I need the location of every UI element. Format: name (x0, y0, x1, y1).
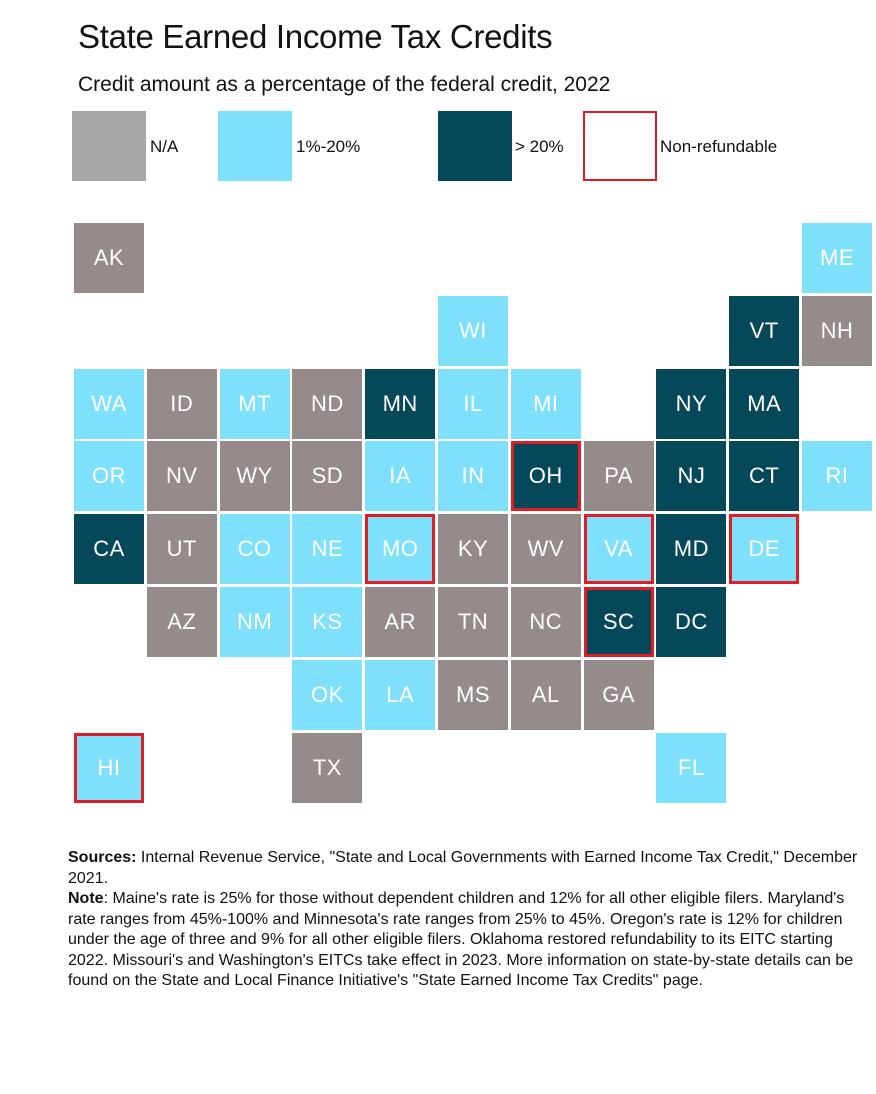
state-tile-ms: MS (438, 659, 508, 730)
state-tile-sc: SC (583, 587, 654, 657)
legend-label-nonrefundable: Non-refundable (660, 137, 778, 156)
state-tile-ri: RI (802, 441, 872, 512)
state-tile-la: LA (365, 659, 436, 730)
state-tile-ne: NE (292, 514, 363, 585)
state-tile-ga: GA (583, 659, 654, 730)
page-title: State Earned Income Tax Credits (78, 18, 553, 55)
legend-label-low: 1%-20% (296, 137, 361, 156)
state-tile-fl: FL (656, 732, 727, 803)
state-tile-ma: MA (729, 368, 800, 439)
state-tile-wa: WA (74, 368, 144, 439)
state-tile-pa: PA (583, 441, 654, 512)
note-text: : Maine's rate is 25% for those without … (68, 890, 854, 989)
state-tile-mi: MI (510, 368, 581, 439)
state-tile-ct: CT (729, 441, 800, 512)
state-tile-hi: HI (74, 732, 144, 803)
state-tile-nv: NV (146, 441, 217, 512)
legend-label-na: N/A (150, 137, 179, 156)
state-tile-nc: NC (510, 587, 581, 657)
state-tile-nj: NJ (656, 441, 727, 512)
state-tile-ny: NY (656, 368, 727, 439)
state-tile-de: DE (729, 514, 800, 585)
note-line: Note: Maine's rate is 25% for those with… (68, 889, 858, 992)
state-tile-co: CO (219, 514, 290, 585)
state-tile-mo: MO (365, 514, 436, 585)
note-label: Note (68, 890, 104, 907)
state-tile-ks: KS (292, 587, 363, 657)
page-subtitle: Credit amount as a percentage of the fed… (78, 73, 611, 96)
state-tile-va: VA (583, 514, 654, 585)
source-notes: Sources: Internal Revenue Service, "Stat… (68, 848, 858, 992)
state-tile-or: OR (74, 441, 144, 512)
state-tile-tn: TN (438, 587, 508, 657)
state-tile-wi: WI (438, 295, 508, 366)
legend-swatch-low (218, 111, 292, 181)
state-tile-nm: NM (219, 587, 290, 657)
state-tile-ky: KY (438, 514, 508, 585)
legend-swatch-nonrefundable (583, 111, 657, 181)
state-tile-nh: NH (802, 295, 872, 366)
state-tile-md: MD (656, 514, 727, 585)
state-tile-wy: WY (219, 441, 290, 512)
state-tile-me: ME (802, 223, 872, 293)
state-tile-il: IL (438, 368, 508, 439)
state-tile-nd: ND (292, 368, 363, 439)
state-tile-wv: WV (510, 514, 581, 585)
sources-text: Internal Revenue Service, "State and Loc… (68, 849, 858, 887)
state-tile-dc: DC (656, 587, 727, 657)
state-tile-tx: TX (292, 732, 363, 803)
state-tile-ar: AR (365, 587, 436, 657)
state-tile-mt: MT (219, 368, 290, 439)
state-tile-az: AZ (146, 587, 217, 657)
state-tile-vt: VT (729, 295, 800, 366)
sources-label: Sources: (68, 849, 137, 866)
state-tile-id: ID (146, 368, 217, 439)
state-tile-ut: UT (146, 514, 217, 585)
legend-label-high: > 20% (515, 137, 564, 156)
state-tile-oh: OH (510, 441, 581, 512)
state-tile-mn: MN (365, 368, 436, 439)
sources-line: Sources: Internal Revenue Service, "Stat… (68, 848, 858, 889)
state-tile-ok: OK (292, 659, 363, 730)
state-tile-ca: CA (74, 514, 144, 585)
state-tile-ia: IA (365, 441, 436, 512)
state-tile-ak: AK (74, 223, 144, 293)
state-tile-sd: SD (292, 441, 363, 512)
legend-swatch-high (438, 111, 512, 181)
state-tile-al: AL (510, 659, 581, 730)
state-tile-in: IN (438, 441, 508, 512)
legend-swatch-na (72, 111, 146, 181)
